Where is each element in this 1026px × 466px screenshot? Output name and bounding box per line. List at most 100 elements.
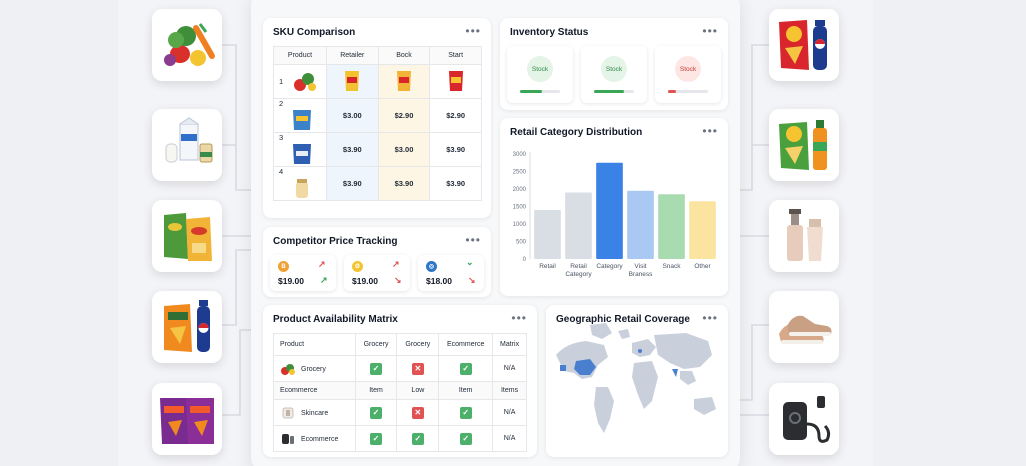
- bock-cell: $2.90: [377, 98, 431, 133]
- chips-bag-thumbnail-icon: [396, 70, 411, 91]
- table-row[interactable]: 1: [273, 64, 482, 99]
- product-cell: 1: [273, 64, 327, 99]
- table-row[interactable]: Ecommerce ✓ ✓ ✓ N/A: [273, 425, 527, 452]
- column-header: Product: [273, 333, 356, 356]
- bar[interactable]: [689, 201, 716, 259]
- more-options-icon[interactable]: •••: [702, 311, 718, 325]
- snack-and-soda-icon: [164, 300, 210, 352]
- stock-indicator: Stock: [675, 56, 701, 82]
- chips-bag-icon: [164, 213, 212, 261]
- device-thumbnail-icon: [282, 433, 294, 444]
- column-header: Ecommerce: [438, 333, 494, 356]
- table-row[interactable]: 3 $3.90 $3.00 $3.90: [273, 132, 482, 167]
- row-index: 3: [279, 133, 284, 142]
- matrix-cell: N/A: [492, 425, 527, 452]
- brand-coin-icon: ◎: [426, 261, 437, 272]
- column-header: Retailer: [325, 46, 379, 65]
- bar[interactable]: [565, 192, 592, 260]
- produce-tile: [152, 9, 222, 81]
- y-tick-label: 2000: [513, 187, 527, 193]
- doritos-tile: [152, 383, 222, 455]
- shoes-tile: [769, 291, 839, 363]
- milk-carton-icon: [165, 117, 213, 163]
- table-row[interactable]: Grocery ✓ ✕ ✓ N/A: [273, 355, 527, 382]
- status-cell: ✕: [396, 355, 440, 382]
- availability-matrix-card: Product Availability Matrix ••• Product …: [263, 305, 537, 457]
- stock-fill: [520, 90, 542, 93]
- retailer-cell: [325, 64, 379, 99]
- start-cell: $2.90: [429, 98, 482, 133]
- stock-bar: [668, 90, 708, 93]
- table-row[interactable]: 4 $3.90 $3.90 $3.90: [273, 166, 482, 201]
- stock-indicator: Stock: [601, 56, 627, 82]
- table-header-row: Product Retailer Bock Start: [273, 46, 482, 65]
- sku-table: Product Retailer Bock Start 1: [273, 46, 482, 201]
- inventory-item[interactable]: Stock: [655, 46, 721, 103]
- product-name: Grocery: [301, 365, 326, 373]
- status-cell: ✓: [354, 399, 398, 426]
- matrix-cell: N/A: [492, 399, 527, 426]
- x-tick-label: Category: [565, 271, 592, 278]
- trend-check-icon: ⌄: [466, 257, 474, 267]
- table-row[interactable]: 2 $3.00 $2.90 $2.90: [273, 98, 482, 133]
- bock-cell: $3.00: [377, 132, 431, 167]
- y-tick-label: 3000: [513, 152, 527, 158]
- bock-cell: [377, 64, 431, 99]
- status-cell: ✓: [438, 399, 494, 426]
- more-options-icon[interactable]: •••: [702, 24, 718, 38]
- product-cell: 3: [273, 132, 327, 167]
- sneakers-icon: [779, 315, 832, 344]
- stock-bar: [594, 90, 634, 93]
- x-tick-label: Visit: [634, 263, 646, 270]
- competitor-item[interactable]: ◎ ⌄ $18.00 ↘: [418, 255, 484, 291]
- world-map[interactable]: [546, 305, 728, 457]
- status-cell: ✓: [438, 355, 494, 382]
- more-options-icon[interactable]: •••: [702, 124, 718, 138]
- snack-bag-thumbnail-icon: [293, 110, 311, 130]
- table-row[interactable]: Skincare ✓ ✕ ✓ N/A: [273, 399, 527, 426]
- covered-region-hawaii: [560, 365, 566, 371]
- check-icon: ✓: [370, 362, 383, 375]
- electronics-tile: [769, 383, 839, 455]
- inventory-item[interactable]: Stock: [581, 46, 647, 103]
- trend-up-icon: ↗: [320, 275, 328, 285]
- x-tick-label: Snack: [662, 263, 681, 270]
- bar[interactable]: [596, 162, 623, 259]
- status-cell: ✕: [396, 399, 440, 426]
- snack-bag-thumbnail-icon: [293, 144, 311, 164]
- column-header: Matrix: [492, 333, 527, 356]
- start-cell: [429, 64, 482, 99]
- trend-down-icon: ↘: [394, 275, 402, 285]
- snack-drink-tile: [152, 291, 222, 363]
- inventory-status-title: Inventory Status: [510, 27, 589, 38]
- competitor-tracking-title: Competitor Price Tracking: [273, 236, 398, 247]
- table-header-row: Product Grocery Grocery Ecommerce Matrix: [273, 333, 527, 356]
- subheader-cell: Item: [354, 381, 398, 400]
- more-options-icon[interactable]: •••: [511, 311, 527, 325]
- bar[interactable]: [534, 210, 561, 259]
- y-tick-label: 0: [523, 257, 527, 263]
- vegetables-thumbnail-icon: [281, 363, 295, 375]
- cross-icon: ✕: [411, 362, 424, 375]
- competitor-item[interactable]: B ↗ $19.00 ↗: [270, 255, 336, 291]
- column-header: Product: [273, 46, 327, 65]
- trend-up-icon: ↗: [392, 259, 400, 269]
- sku-comparison-title: SKU Comparison: [273, 27, 356, 38]
- inventory-item[interactable]: Stock: [507, 46, 573, 103]
- retailer-cell: $3.90: [325, 132, 379, 167]
- status-cell: ✓: [438, 425, 494, 452]
- geo-coverage-card: Geographic Retail Coverage •••: [546, 305, 728, 457]
- matrix-cell: N/A: [492, 355, 527, 382]
- bock-cell: $3.90: [377, 166, 431, 201]
- dairy-tile: [152, 109, 222, 181]
- status-cell: ✓: [396, 425, 440, 452]
- bar[interactable]: [627, 190, 654, 259]
- stock-fill: [594, 90, 624, 93]
- subheader-cell: Low: [396, 381, 440, 400]
- more-options-icon[interactable]: •••: [465, 233, 481, 247]
- x-tick-label: Retail: [570, 263, 587, 270]
- competitor-item[interactable]: Ø ↗ $19.00 ↘: [344, 255, 410, 291]
- x-tick-label: Braness: [629, 271, 654, 278]
- bar[interactable]: [658, 194, 685, 259]
- more-options-icon[interactable]: •••: [465, 24, 481, 38]
